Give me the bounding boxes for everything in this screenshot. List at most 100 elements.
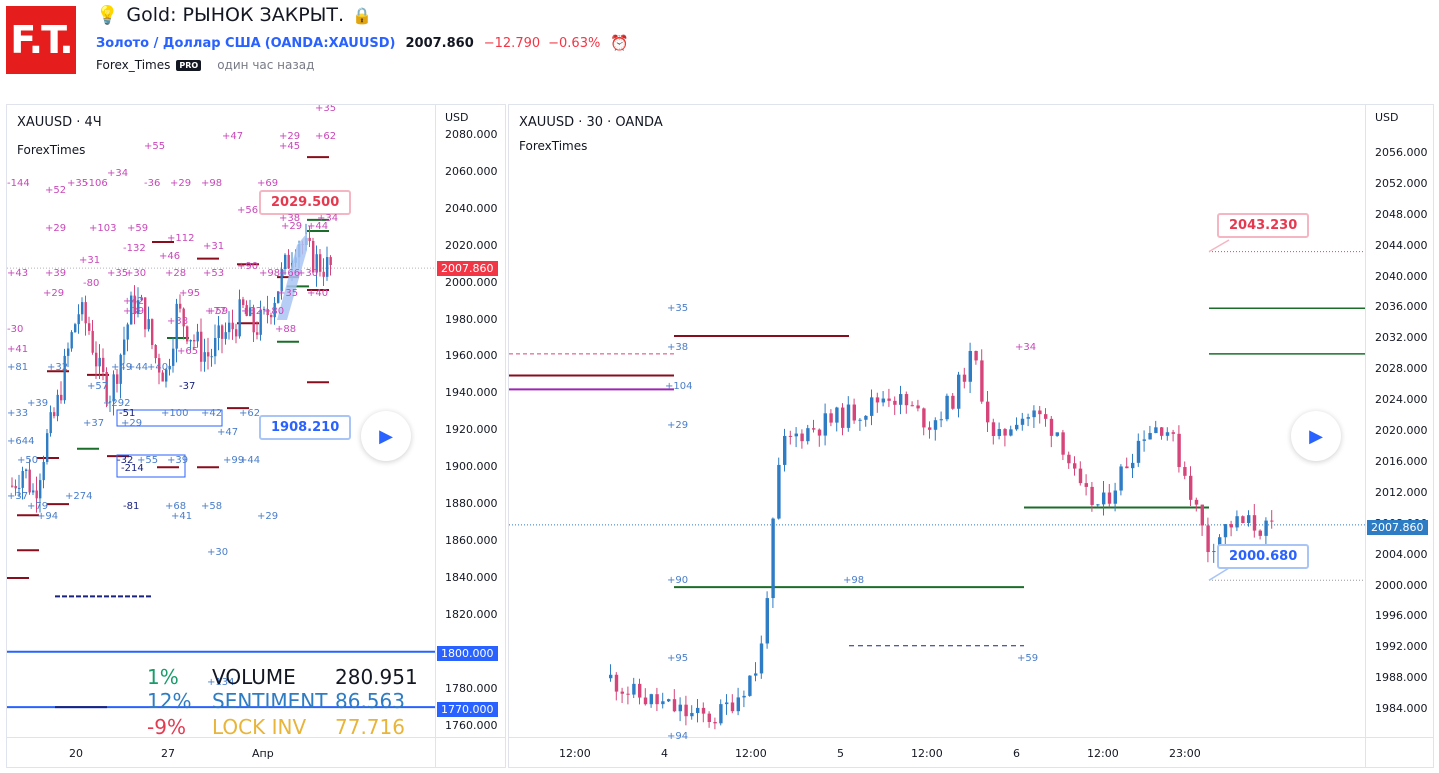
right-x-tick: 23:00 [1169, 747, 1201, 760]
right-candle-body [986, 401, 990, 423]
right-candle-body [806, 428, 810, 442]
left-order-marker: +30 [297, 268, 319, 279]
lock-inv-percent: -9% [147, 715, 186, 739]
right-candle-body [1038, 410, 1042, 415]
left-order-marker: +69 [257, 178, 279, 189]
left-low-callout: 1908.210 [259, 415, 352, 440]
right-candle-body [968, 350, 972, 382]
right-axis-currency: USD [1375, 111, 1399, 124]
left-order-marker: +37 [7, 491, 29, 502]
left-candle-body [11, 485, 14, 487]
left-order-marker: +274 [65, 491, 93, 502]
left-order-marker: +31 [79, 255, 101, 266]
right-candle-body [788, 435, 793, 437]
symbol-name-link[interactable]: Золото / Доллар США [96, 35, 261, 51]
right-candle-body [1009, 429, 1013, 436]
left-current-price-tag: 2007.860 [437, 261, 498, 276]
forex-times-logo: F.T. [6, 6, 76, 74]
left-order-marker: +30 [125, 268, 147, 279]
right-candle-body [1102, 492, 1106, 505]
left-y-tick: 2000.000 [445, 275, 498, 289]
left-y-tick: 1940.000 [445, 386, 498, 400]
left-candle-body [235, 329, 238, 337]
right-candle-body [928, 427, 932, 430]
right-candle-body [899, 394, 903, 405]
sentiment-percent: 12% [147, 689, 192, 713]
left-candle-body [56, 394, 59, 417]
left-candle-body [200, 331, 203, 362]
left-candle-body [18, 487, 21, 489]
lock-inv-value: 77.716 [335, 715, 405, 739]
right-candle-body [887, 398, 891, 401]
right-candle-body [1235, 516, 1239, 528]
left-candle-body [81, 302, 84, 315]
left-candle-body [266, 309, 269, 316]
left-candle-body [249, 307, 252, 316]
right-chart-canvas[interactable] [509, 105, 1365, 737]
left-candle-body [273, 302, 276, 318]
right-play-button[interactable]: ▶ [1291, 411, 1341, 461]
right-candle-body [1148, 433, 1152, 440]
right-y-tick: 2016.000 [1375, 454, 1428, 468]
left-candle-body [203, 352, 206, 362]
left-chart-panel[interactable]: XAUUSD · 4Ч ForexTimes USD 2080.000 2060.… [6, 104, 506, 768]
right-candle-body [1194, 499, 1199, 505]
pro-badge: PRO [176, 59, 202, 71]
right-candle-body [916, 405, 920, 409]
left-candle-body [277, 291, 280, 303]
left-candle-body [161, 372, 164, 382]
right-candle-body [754, 673, 758, 676]
right-high-callout-pointer [1208, 239, 1230, 253]
right-candle-body [974, 350, 978, 361]
left-order-marker: +35 [315, 104, 337, 114]
right-y-tick: 1984.000 [1375, 702, 1428, 716]
right-candle-body [1026, 417, 1030, 419]
right-x-tick: 5 [837, 747, 844, 760]
right-candle-body [730, 702, 735, 712]
left-order-marker: +68 [165, 501, 187, 512]
left-order-marker: -80 [83, 278, 100, 289]
left-order-marker: +53 [203, 268, 225, 279]
right-x-tick: 12:00 [911, 747, 943, 760]
author-name[interactable]: Forex_Times [96, 58, 171, 72]
publish-time: один час назад [217, 58, 315, 72]
symbol-code-link[interactable]: (OANDA:XAUUSD) [264, 35, 396, 51]
left-y-tick: 1780.000 [445, 681, 498, 695]
right-candle-body [1044, 414, 1048, 419]
left-candle-body [32, 490, 35, 493]
left-play-button[interactable]: ▶ [361, 411, 411, 461]
left-candle-body [207, 352, 210, 357]
right-candle-body [980, 360, 984, 402]
right-candle-body [962, 374, 967, 382]
idea-title-text: Gold: РЫНОК ЗАКРЫТ. [126, 4, 345, 26]
left-candle-body [308, 237, 311, 241]
right-chart-panel[interactable]: XAUUSD · 30 · OANDA ForexTimes USD 2056.… [508, 104, 1434, 768]
right-candle-body [823, 413, 827, 436]
left-y-tick: 1920.000 [445, 423, 498, 437]
left-candle-body [88, 323, 91, 331]
left-candle-body [147, 319, 150, 330]
right-y-tick: 2032.000 [1375, 331, 1428, 345]
right-time-axis-separator [509, 737, 1433, 738]
right-y-tick: 2052.000 [1375, 176, 1428, 190]
left-candle-body [112, 374, 115, 402]
right-candle-body [1067, 454, 1071, 464]
left-candle-body [35, 490, 38, 499]
left-range-box [116, 409, 223, 427]
right-y-tick: 2028.000 [1375, 362, 1428, 376]
volume-label: VOLUME [212, 665, 296, 689]
right-candle-body [1061, 432, 1065, 455]
left-order-marker: +77 [205, 306, 227, 317]
right-candle-body [1183, 467, 1187, 476]
right-candle-body [997, 429, 1001, 436]
left-y-tick: 1840.000 [445, 570, 498, 584]
sentiment-value: 86.563 [335, 689, 405, 713]
left-chart-canvas[interactable] [7, 105, 435, 737]
left-order-marker: +100 [161, 408, 189, 419]
left-candle-body [95, 352, 98, 367]
left-order-marker: +29 [43, 288, 65, 299]
alert-clock-icon[interactable]: ⏰ [610, 34, 630, 52]
right-candle-body [707, 713, 711, 722]
right-candle-body [1189, 475, 1193, 500]
left-candle-body [42, 461, 45, 481]
